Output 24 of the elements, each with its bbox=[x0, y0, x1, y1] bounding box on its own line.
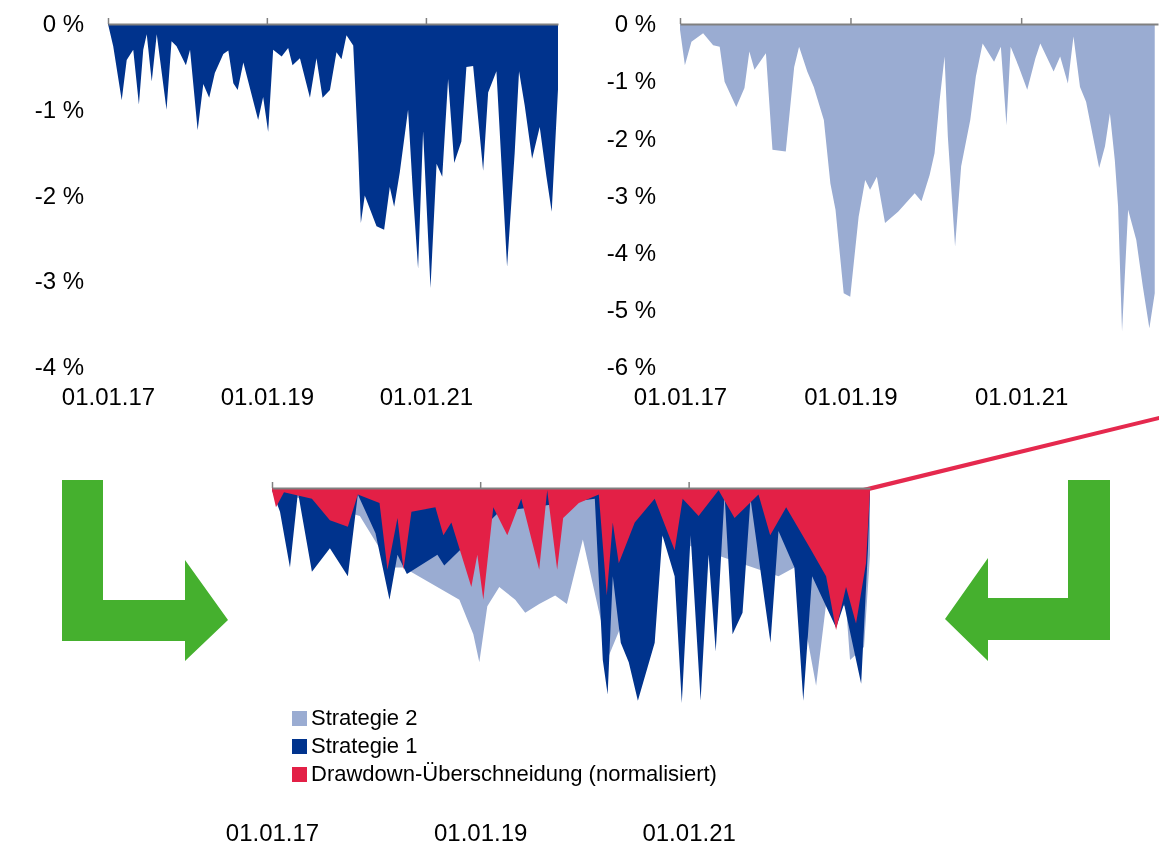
y-tick-label: 0 % bbox=[42, 10, 84, 38]
y-tick-label: -1 % bbox=[606, 67, 656, 95]
y-tick-label: -4 % bbox=[606, 238, 656, 266]
y-tick-label: -6 % bbox=[606, 353, 656, 381]
y-tick-label: -5 % bbox=[606, 296, 656, 324]
y-tick-label: -3 % bbox=[34, 267, 84, 295]
x-tick-label: 01.01.17 bbox=[61, 383, 156, 410]
y-tick-label: -3 % bbox=[606, 181, 656, 209]
y-tick-label: -2 % bbox=[606, 124, 656, 152]
legend-label: Strategie 1 bbox=[311, 733, 418, 758]
x-tick-label: 01.01.21 bbox=[974, 383, 1069, 410]
x-tick-label: 01.01.21 bbox=[642, 819, 736, 846]
x-tick-label: 01.01.21 bbox=[379, 383, 474, 410]
y-tick-label: -2 % bbox=[34, 181, 84, 209]
x-tick-label: 01.01.19 bbox=[433, 819, 528, 846]
y-tick-label: 0 % bbox=[614, 10, 656, 38]
legend-label: Strategie 2 bbox=[311, 705, 418, 730]
legend-label: Drawdown-Überschneidung (normalisiert) bbox=[311, 761, 717, 786]
y-tick-label: -1 % bbox=[34, 95, 84, 123]
x-tick-label: 01.01.19 bbox=[220, 383, 315, 410]
x-tick-label: 01.01.19 bbox=[804, 383, 898, 410]
x-tick-label: 01.01.17 bbox=[633, 383, 728, 410]
y-tick-label: -4 % bbox=[34, 353, 84, 381]
x-tick-label: 01.01.17 bbox=[225, 819, 320, 846]
